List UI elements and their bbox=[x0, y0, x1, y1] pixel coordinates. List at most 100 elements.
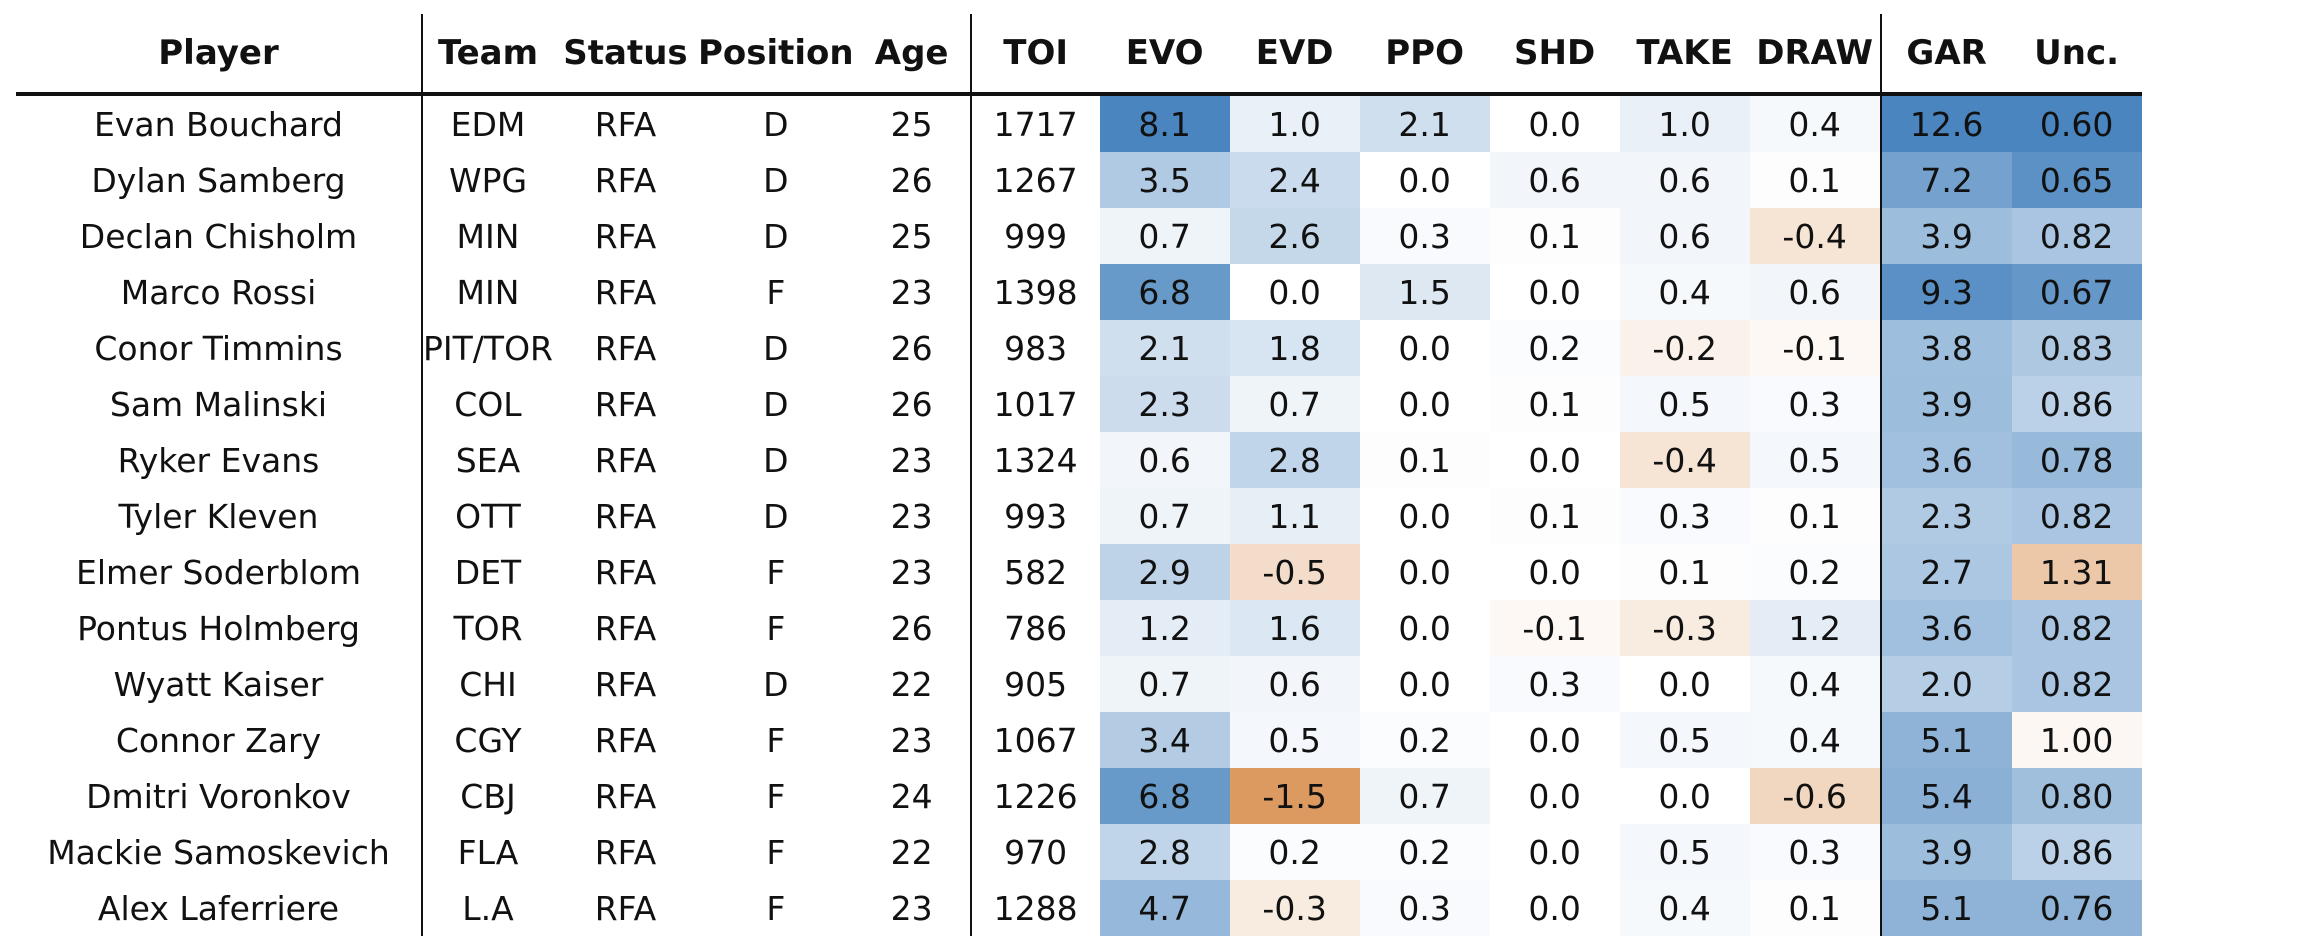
cell-gar: 5.4 bbox=[1879, 768, 2012, 824]
cell-player: Wyatt Kaiser bbox=[113, 664, 324, 704]
cell-evd: 1.8 bbox=[1229, 320, 1360, 376]
cell-gar: 3.9 bbox=[1879, 376, 2012, 432]
cell-status: RFA bbox=[594, 440, 657, 480]
cell-team: TOR bbox=[421, 600, 553, 656]
cell-shd: 0.1 bbox=[1489, 488, 1620, 544]
cell-take: 0.4 bbox=[1619, 264, 1750, 320]
cell-evd: 2.4 bbox=[1229, 152, 1360, 208]
cell-player: Connor Zary bbox=[115, 720, 322, 760]
cell-status: RFA bbox=[594, 328, 657, 368]
cell-evd: 1.6 bbox=[1229, 600, 1360, 656]
cell-status: RFA bbox=[594, 888, 657, 928]
cell-age: 23 bbox=[890, 552, 933, 592]
cell-position: F bbox=[766, 888, 786, 928]
cell-take: -0.3 bbox=[1619, 600, 1750, 656]
cell-evd: -0.3 bbox=[1229, 880, 1360, 936]
cell-team: DET bbox=[421, 544, 553, 600]
cell-take: 0.5 bbox=[1619, 376, 1750, 432]
cell-age: 26 bbox=[890, 160, 933, 200]
cell-age: 25 bbox=[890, 216, 933, 256]
cell-evo: 6.8 bbox=[1099, 768, 1230, 824]
table-row: Dmitri Voronkov CBJ RFA F 24 1226 6.8 -1.5 0.7 0.… bbox=[16, 768, 2142, 824]
cell-gar: 5.1 bbox=[1879, 880, 2012, 936]
cell-shd: 0.1 bbox=[1489, 376, 1620, 432]
cell-ppo: 0.3 bbox=[1359, 208, 1490, 264]
cell-gar: 9.3 bbox=[1879, 264, 2012, 320]
cell-evd: 1.0 bbox=[1229, 94, 1360, 152]
cell-ppo: 0.2 bbox=[1359, 824, 1490, 880]
cell-take: -0.4 bbox=[1619, 432, 1750, 488]
cell-evo: 3.4 bbox=[1099, 712, 1230, 768]
cell-evo: 1.2 bbox=[1099, 600, 1230, 656]
cell-ppo: 0.0 bbox=[1359, 656, 1490, 712]
table-row: Connor Zary CGY RFA F 23 1067 3.4 0.5 0.2 0.0 0.5 0… bbox=[16, 712, 2142, 768]
header-row: Player Team Status Position Age TOI EVO EVD PPO S… bbox=[16, 14, 2142, 94]
cell-evo: 2.9 bbox=[1099, 544, 1230, 600]
cell-player: Tyler Kleven bbox=[118, 496, 319, 536]
cell-take: 1.0 bbox=[1619, 94, 1750, 152]
cell-position: D bbox=[763, 328, 789, 368]
col-header-toi: TOI bbox=[969, 14, 1100, 94]
col-header-gar: GAR bbox=[1879, 14, 2012, 94]
cell-shd: 0.2 bbox=[1489, 320, 1620, 376]
col-header-shd: SHD bbox=[1514, 33, 1596, 73]
cell-status: RFA bbox=[594, 160, 657, 200]
cell-position: D bbox=[763, 384, 789, 424]
cell-evo: 0.6 bbox=[1099, 432, 1230, 488]
cell-draw: 0.4 bbox=[1749, 94, 1881, 152]
cell-ppo: 0.7 bbox=[1359, 768, 1490, 824]
table-row: Wyatt Kaiser CHI RFA D 22 905 0.7 0.6 0.0 0.3 0.0 0… bbox=[16, 656, 2142, 712]
col-header-age: Age bbox=[874, 33, 949, 73]
cell-draw: 0.1 bbox=[1749, 152, 1881, 208]
cell-status: RFA bbox=[594, 216, 657, 256]
cell-gar: 2.3 bbox=[1879, 488, 2012, 544]
cell-status: RFA bbox=[594, 384, 657, 424]
cell-player: Dmitri Voronkov bbox=[86, 776, 351, 816]
cell-take: 0.3 bbox=[1619, 488, 1750, 544]
cell-draw: 0.3 bbox=[1749, 376, 1881, 432]
cell-evo: 2.8 bbox=[1099, 824, 1230, 880]
cell-shd: 0.0 bbox=[1489, 544, 1620, 600]
cell-ppo: 0.0 bbox=[1359, 544, 1490, 600]
cell-age: 22 bbox=[890, 664, 933, 704]
cell-evd: 0.5 bbox=[1229, 712, 1360, 768]
col-header-take: TAKE bbox=[1636, 33, 1733, 73]
cell-position: F bbox=[766, 720, 786, 760]
cell-age: 24 bbox=[890, 776, 933, 816]
cell-unc: 0.82 bbox=[2011, 488, 2142, 544]
cell-evo: 3.5 bbox=[1099, 152, 1230, 208]
cell-player: Sam Malinski bbox=[109, 384, 328, 424]
cell-draw: 0.4 bbox=[1749, 712, 1881, 768]
cell-position: F bbox=[766, 552, 786, 592]
cell-gar: 3.9 bbox=[1879, 208, 2012, 264]
cell-draw: 1.2 bbox=[1749, 600, 1881, 656]
table-row: Alex Laferriere L.A RFA F 23 1288 4.7 -0.3 0.3 0.… bbox=[16, 880, 2142, 936]
cell-age: 25 bbox=[890, 104, 933, 144]
cell-take: 0.5 bbox=[1619, 824, 1750, 880]
cell-position: D bbox=[763, 216, 789, 256]
cell-evo: 0.7 bbox=[1099, 208, 1230, 264]
cell-toi: 983 bbox=[969, 320, 1100, 376]
cell-player: Alex Laferriere bbox=[97, 888, 340, 928]
cell-unc: 0.60 bbox=[2011, 94, 2142, 152]
cell-team: MIN bbox=[421, 208, 553, 264]
cell-status: RFA bbox=[594, 552, 657, 592]
cell-gar: 3.8 bbox=[1879, 320, 2012, 376]
cell-shd: 0.0 bbox=[1489, 880, 1620, 936]
cell-toi: 1398 bbox=[969, 264, 1100, 320]
cell-evd: 0.7 bbox=[1229, 376, 1360, 432]
col-header-unc: Unc. bbox=[2034, 33, 2120, 73]
cell-position: F bbox=[766, 776, 786, 816]
table-row: Ryker Evans SEA RFA D 23 1324 0.6 2.8 0.1 0.0 -0.4… bbox=[16, 432, 2142, 488]
cell-draw: -0.6 bbox=[1749, 768, 1881, 824]
cell-gar: 5.1 bbox=[1879, 712, 2012, 768]
table-row: Declan Chisholm MIN RFA D 25 999 0.7 2.6 0.3 0.1 0… bbox=[16, 208, 2142, 264]
cell-status: RFA bbox=[594, 104, 657, 144]
cell-draw: 0.2 bbox=[1749, 544, 1881, 600]
cell-position: D bbox=[763, 440, 789, 480]
cell-draw: -0.1 bbox=[1749, 320, 1881, 376]
cell-evd: 0.0 bbox=[1229, 264, 1360, 320]
cell-status: RFA bbox=[594, 496, 657, 536]
cell-shd: 0.0 bbox=[1489, 94, 1620, 152]
col-header-position: Position bbox=[697, 33, 854, 73]
